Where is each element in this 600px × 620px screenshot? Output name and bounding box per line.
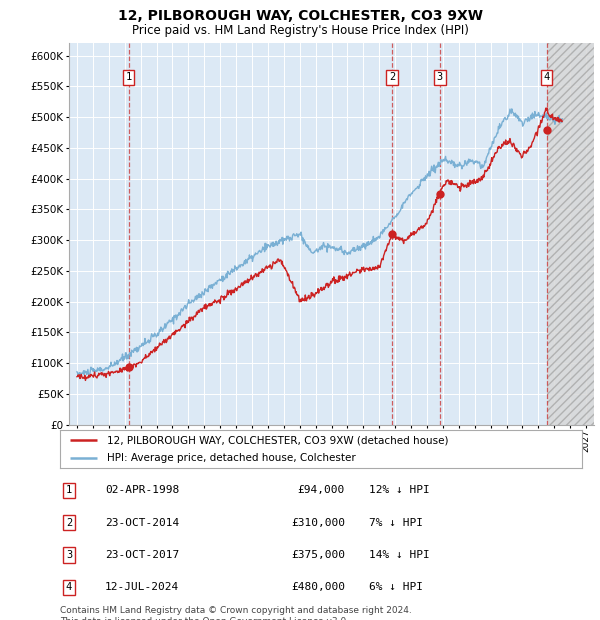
Text: £375,000: £375,000 (291, 550, 345, 560)
Text: 2: 2 (66, 518, 72, 528)
Text: 2: 2 (389, 72, 395, 82)
Text: 23-OCT-2014: 23-OCT-2014 (105, 518, 179, 528)
Text: 4: 4 (544, 72, 550, 82)
Text: £310,000: £310,000 (291, 518, 345, 528)
Text: 6% ↓ HPI: 6% ↓ HPI (369, 582, 423, 592)
Text: £94,000: £94,000 (298, 485, 345, 495)
Text: 12, PILBOROUGH WAY, COLCHESTER, CO3 9XW: 12, PILBOROUGH WAY, COLCHESTER, CO3 9XW (118, 9, 482, 24)
Text: 1: 1 (125, 72, 132, 82)
Text: 3: 3 (437, 72, 443, 82)
Text: 7% ↓ HPI: 7% ↓ HPI (369, 518, 423, 528)
Text: 02-APR-1998: 02-APR-1998 (105, 485, 179, 495)
Text: 4: 4 (66, 582, 72, 592)
Text: 12% ↓ HPI: 12% ↓ HPI (369, 485, 430, 495)
Text: 12, PILBOROUGH WAY, COLCHESTER, CO3 9XW (detached house): 12, PILBOROUGH WAY, COLCHESTER, CO3 9XW … (107, 435, 448, 445)
Text: £480,000: £480,000 (291, 582, 345, 592)
Text: HPI: Average price, detached house, Colchester: HPI: Average price, detached house, Colc… (107, 453, 356, 463)
Text: 23-OCT-2017: 23-OCT-2017 (105, 550, 179, 560)
Text: 12-JUL-2024: 12-JUL-2024 (105, 582, 179, 592)
Text: 1: 1 (66, 485, 72, 495)
Text: Contains HM Land Registry data © Crown copyright and database right 2024.
This d: Contains HM Land Registry data © Crown c… (60, 606, 412, 620)
Text: Price paid vs. HM Land Registry's House Price Index (HPI): Price paid vs. HM Land Registry's House … (131, 24, 469, 37)
Text: 14% ↓ HPI: 14% ↓ HPI (369, 550, 430, 560)
Text: 3: 3 (66, 550, 72, 560)
Bar (547, 43, 594, 425)
